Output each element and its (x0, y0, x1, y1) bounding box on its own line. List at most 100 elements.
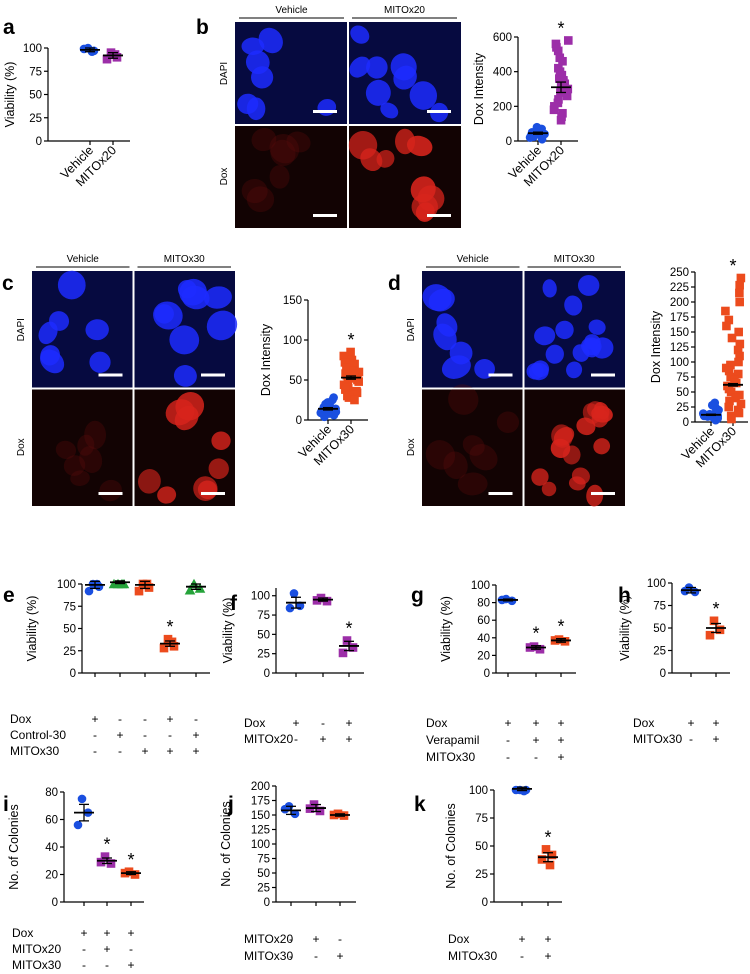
y-tick-label: 600 (493, 32, 512, 44)
data-point (734, 408, 744, 418)
y-tick-label: 200 (251, 781, 270, 793)
nucleus (70, 470, 90, 487)
data-point (735, 280, 744, 290)
data-point (339, 351, 349, 361)
data-point (77, 794, 87, 804)
significance-star: * (166, 617, 173, 637)
panel-letter: f (230, 592, 238, 615)
nucleus (577, 274, 600, 296)
condition-row-value: + (319, 732, 326, 746)
data-point (562, 91, 572, 101)
y-tick-label: 25 (257, 649, 270, 661)
panel-letter: j (227, 793, 234, 816)
data-point (563, 36, 573, 45)
y-tick-label: 60 (45, 815, 58, 827)
data-point (350, 359, 359, 369)
data-point (346, 347, 355, 357)
data-point (342, 363, 351, 373)
condition-row-value: - (82, 958, 86, 972)
y-tick-label: 150 (251, 810, 270, 822)
y-tick-label: 25 (29, 113, 42, 125)
data-point (735, 339, 745, 349)
micrograph-row-label: DAPI (16, 318, 27, 341)
y-tick-label: 75 (676, 372, 689, 384)
data-point (721, 306, 730, 316)
condition-row-label: MITOx30 (244, 949, 293, 963)
nucleus (77, 434, 95, 456)
nucleus (85, 319, 109, 341)
nucleus (469, 444, 498, 471)
condition-row-value: + (116, 728, 123, 742)
condition-row-value: + (91, 712, 98, 726)
condition-row-label: Dox (244, 716, 265, 730)
panel-letter: c (2, 272, 14, 295)
data-point (724, 366, 734, 376)
nucleus (246, 186, 275, 213)
y-axis-label: Viability (%) (439, 596, 453, 662)
y-tick-label: 0 (683, 417, 689, 429)
condition-row-value: + (292, 716, 299, 730)
nucleus (79, 446, 103, 473)
y-tick-label: 25 (63, 646, 76, 658)
y-tick-label: 125 (670, 342, 689, 354)
nucleus (531, 468, 549, 486)
nucleus (55, 440, 77, 460)
data-point (545, 860, 555, 870)
y-tick-label: 75 (257, 854, 270, 866)
condition-row-value: - (82, 942, 86, 956)
condition-row-value: + (192, 728, 199, 742)
y-tick-label: 75 (475, 813, 488, 825)
y-tick-label: 100 (283, 335, 302, 347)
data-point (553, 46, 563, 56)
scale-bar (427, 214, 451, 217)
condition-row-value: - (143, 728, 147, 742)
data-point (134, 586, 144, 596)
condition-row-label: MITOx30 (12, 958, 61, 972)
micrograph-column-label: MITOx20 (384, 5, 425, 16)
data-point (734, 357, 743, 367)
condition-row-value: - (93, 744, 97, 758)
scale-bar (98, 373, 123, 377)
nucleus (269, 165, 290, 189)
condition-row-value: + (166, 744, 173, 758)
condition-row-value: - (168, 728, 172, 742)
data-point (724, 402, 734, 412)
y-tick-label: 125 (251, 825, 270, 837)
micrograph-c: Vehicle MITOx30 DAPI Dox (16, 254, 238, 506)
chart-k: k 0 25 50 75 100 No. of Colonies * Dox + + MITOx30 -… (414, 785, 562, 963)
nucleus (448, 384, 479, 415)
data-point (329, 393, 338, 402)
nucleus (57, 270, 86, 300)
nucleus (417, 185, 445, 212)
nucleus (457, 472, 488, 496)
scale-bar (201, 373, 225, 377)
data-point (102, 54, 112, 64)
nucleus (208, 458, 229, 479)
scale-bar (427, 110, 451, 113)
data-point (167, 637, 177, 647)
condition-row-label: MITOx20 (244, 932, 293, 946)
condition-row-label: MITOx30 (448, 949, 497, 963)
nucleus (350, 25, 370, 44)
nucleus (157, 486, 177, 504)
y-tick-label: 50 (257, 629, 270, 641)
y-tick-label: 100 (647, 578, 666, 590)
data-point (690, 587, 700, 597)
data-point (734, 327, 743, 337)
data-point (736, 273, 746, 283)
condition-row-value: + (312, 932, 319, 946)
micrograph-column-label: MITOx30 (554, 254, 595, 265)
nucleus (269, 133, 300, 164)
data-point (340, 358, 350, 367)
nucleus (591, 409, 609, 428)
y-tick-label: 20 (477, 650, 490, 662)
data-point (563, 84, 573, 94)
condition-row-value: + (687, 716, 694, 730)
condition-row-value: - (289, 932, 293, 946)
y-tick-label: 20 (45, 870, 58, 882)
data-point (725, 396, 734, 406)
nucleus (241, 37, 265, 55)
nucleus (443, 451, 468, 480)
scale-bar (201, 492, 225, 495)
nucleus (206, 310, 238, 341)
